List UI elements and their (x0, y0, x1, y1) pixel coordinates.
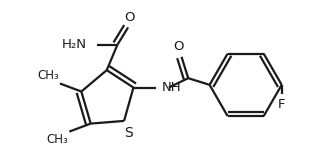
Text: H₂N: H₂N (62, 38, 87, 51)
Text: NH: NH (162, 81, 182, 94)
Text: O: O (174, 40, 184, 53)
Text: S: S (124, 126, 132, 140)
Text: CH₃: CH₃ (37, 69, 59, 82)
Text: O: O (124, 11, 135, 24)
Text: F: F (278, 97, 285, 111)
Text: CH₃: CH₃ (46, 133, 68, 146)
